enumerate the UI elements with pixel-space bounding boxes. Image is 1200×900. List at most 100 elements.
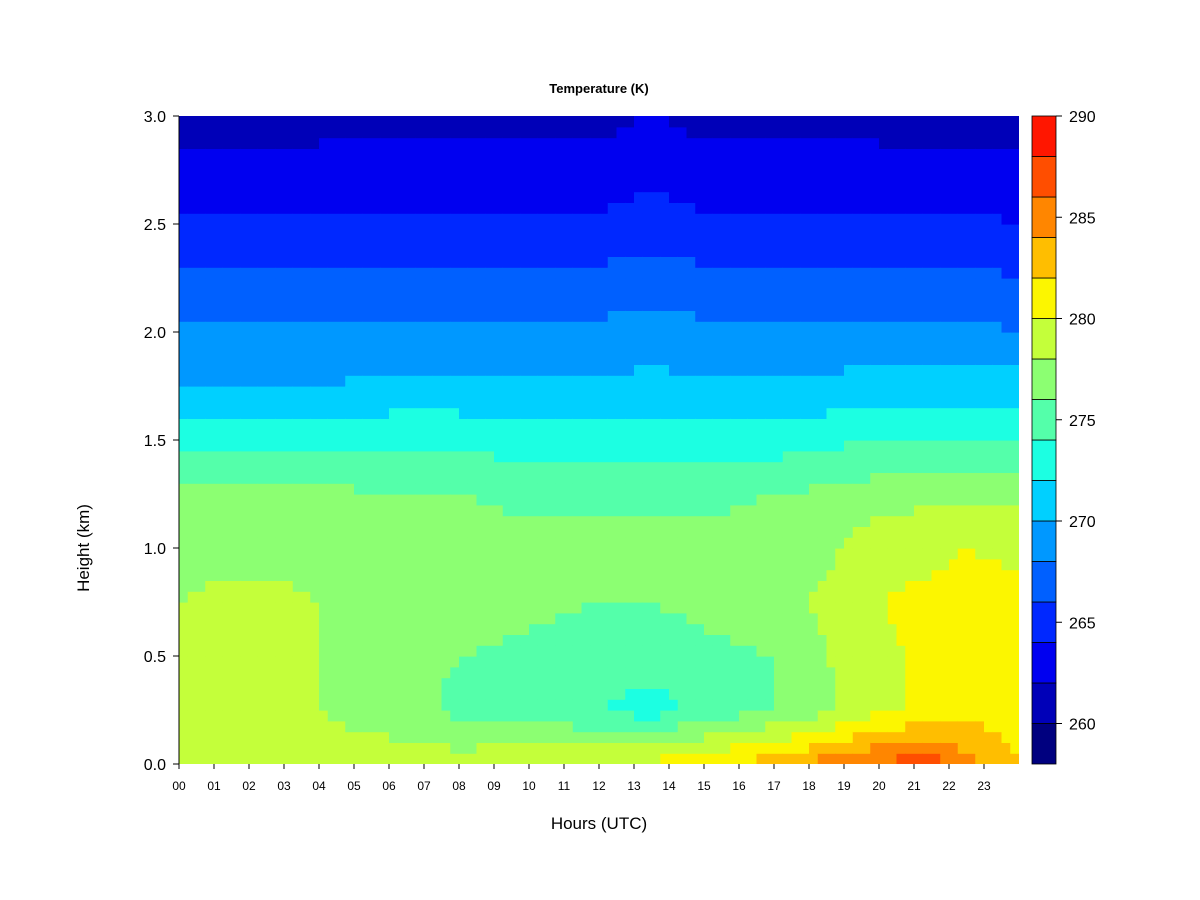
heatmap-cell [205, 494, 215, 506]
heatmap-cell [476, 558, 486, 571]
heatmap-cell [642, 407, 653, 419]
heatmap-cell [187, 710, 198, 722]
heatmap-cell [310, 548, 320, 560]
heatmap-cell [809, 450, 819, 463]
heatmap-cell [852, 569, 863, 581]
heatmap-cell [537, 288, 548, 301]
heatmap-cell [791, 375, 801, 387]
heatmap-cell [634, 310, 644, 322]
heatmap-cell [389, 688, 399, 700]
heatmap-cell [240, 742, 250, 754]
heatmap-cell [590, 450, 600, 463]
heatmap-cell [861, 602, 871, 614]
heatmap-cell [424, 234, 434, 247]
heatmap-cell [389, 558, 399, 571]
heatmap-cell [721, 753, 731, 764]
heatmap-cell [765, 386, 775, 398]
heatmap-cell [835, 753, 845, 764]
heatmap-cell [870, 602, 880, 614]
heatmap-cell [721, 666, 731, 679]
heatmap-cell [450, 440, 460, 452]
heatmap-cell [739, 310, 749, 322]
heatmap-cell [564, 440, 574, 452]
heatmap-cell [599, 450, 609, 463]
heatmap-cell [397, 450, 408, 463]
heatmap-cell [800, 483, 810, 495]
heatmap-cell [441, 623, 451, 635]
heatmap-cell [651, 148, 661, 160]
heatmap-cell [205, 710, 215, 722]
heatmap-cell [362, 440, 373, 452]
heatmap-cell [389, 126, 399, 139]
heatmap-cell [485, 612, 495, 625]
heatmap-cell [257, 126, 268, 139]
heatmap-cell [835, 310, 845, 322]
heatmap-cell [634, 440, 644, 452]
heatmap-cell [249, 332, 259, 344]
heatmap-cell [389, 569, 399, 581]
heatmap-cell [494, 321, 504, 333]
heatmap-cell [432, 321, 443, 333]
heatmap-cell [599, 537, 609, 549]
heatmap-cell [424, 126, 434, 139]
heatmap-cell [625, 321, 635, 333]
heatmap-cell [485, 731, 495, 743]
heatmap-cell [240, 321, 250, 333]
heatmap-cell [870, 742, 880, 754]
heatmap-cell [362, 288, 373, 301]
heatmap-cell [844, 396, 854, 409]
heatmap-cell [572, 645, 583, 657]
heatmap-cell [205, 677, 215, 689]
heatmap-cell [301, 602, 311, 614]
heatmap-cell [634, 256, 644, 268]
heatmap-cell [441, 137, 451, 149]
heatmap-cell [240, 753, 250, 764]
heatmap-cell [686, 612, 696, 625]
heatmap-cell [756, 148, 766, 160]
heatmap-cell [485, 688, 495, 700]
heatmap-cell [590, 440, 600, 452]
heatmap-cell [362, 310, 373, 322]
heatmap-cell [607, 407, 618, 419]
heatmap-cell [616, 461, 626, 473]
heatmap-cell [327, 429, 338, 441]
heatmap-cell [852, 256, 863, 268]
heatmap-cell [459, 526, 469, 538]
heatmap-cell [511, 245, 521, 257]
heatmap-cell [765, 483, 775, 495]
heatmap-cell [651, 170, 661, 182]
heatmap-cell [861, 407, 871, 419]
heatmap-cell [459, 234, 469, 247]
heatmap-cell [310, 159, 320, 171]
heatmap-cell [800, 159, 810, 171]
heatmap-cell [870, 710, 880, 722]
heatmap-cell [196, 699, 206, 711]
heatmap-cell [791, 353, 801, 365]
heatmap-cell [284, 116, 294, 128]
heatmap-cell [870, 256, 880, 268]
heatmap-cell [529, 299, 539, 311]
heatmap-cell [660, 688, 670, 700]
heatmap-cell [730, 602, 740, 614]
heatmap-cell [905, 656, 915, 668]
heatmap-cell [581, 720, 591, 733]
heatmap-cell [494, 137, 504, 149]
heatmap-cell [712, 623, 723, 635]
heatmap-cell [284, 548, 294, 560]
heatmap-cell [275, 472, 285, 484]
heatmap-cell [870, 472, 880, 484]
heatmap-cell [581, 623, 591, 635]
heatmap-cell [712, 526, 723, 538]
heatmap-cell [581, 342, 591, 355]
heatmap-cell [669, 224, 679, 236]
heatmap-cell [625, 504, 635, 517]
heatmap-cell [739, 278, 749, 290]
heatmap-cell [249, 623, 259, 635]
heatmap-cell [625, 202, 635, 214]
heatmap-cell [870, 515, 880, 527]
heatmap-cell [677, 537, 688, 549]
heatmap-cell [870, 504, 880, 517]
heatmap-cell [634, 191, 644, 203]
heatmap-cell [835, 137, 845, 149]
heatmap-cell [319, 353, 329, 365]
